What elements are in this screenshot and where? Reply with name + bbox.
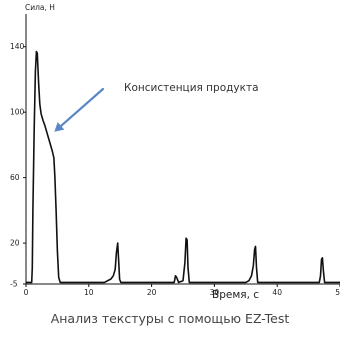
figure-caption: Анализ текстуры с помощью EZ-Test [50,311,290,326]
series-layer [26,50,340,284]
chart-axes [25,14,340,285]
x-tick-label: 40 [272,288,282,297]
y-tick-label: 20 [10,239,20,248]
annotation-text: Консистенция продукта [124,82,259,94]
x-tick-label: 0 [24,288,29,297]
x-tick-label: 10 [84,288,94,297]
y-tick-label: 140 [10,42,25,51]
x-tick-label: 50 [335,288,340,297]
y-tick-label: 100 [10,108,25,117]
annotation: Консистенция продукта [54,82,259,132]
x-axis-label: Время, с [212,289,259,300]
force-series-line-0 [26,50,340,284]
x-axis-ticks: 0 10 20 30 40 50 [24,284,340,297]
y-tick-label: 60 [10,173,20,182]
x-tick-label: 30 [210,288,220,297]
annotation-arrow-shaft [59,87,105,128]
y-tick-label: -5 [10,280,18,289]
y-axis-ticks: -5 20 60 100 140 [10,42,26,289]
force-time-chart: Сила, Н -5 20 60 100 140 0 10 20 30 40 50 Консист… [10,3,340,300]
x-tick-label: 20 [147,288,157,297]
y-axis-label: Сила, Н [25,3,55,12]
annotation-arrow-head [54,122,65,132]
